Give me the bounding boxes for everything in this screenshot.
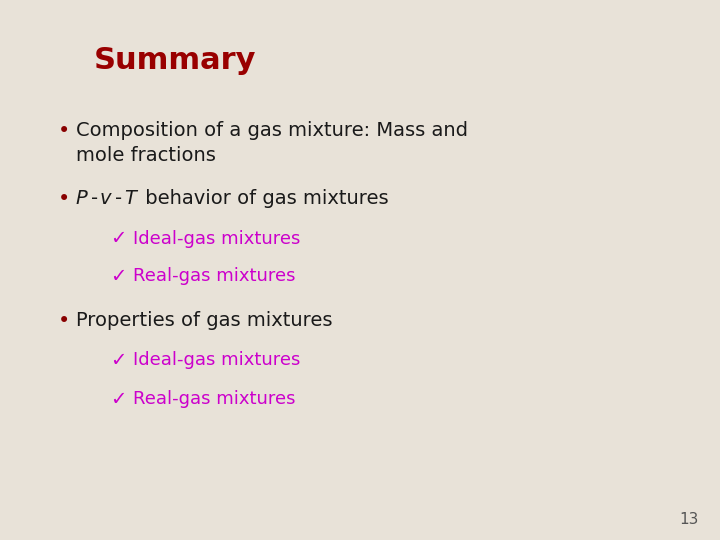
Text: •: • xyxy=(58,189,70,209)
Text: •: • xyxy=(58,122,70,141)
Text: -: - xyxy=(91,189,98,208)
Text: v: v xyxy=(100,189,112,208)
Text: ✓: ✓ xyxy=(109,351,126,370)
Text: Composition of a gas mixture: Mass and
mole fractions: Composition of a gas mixture: Mass and m… xyxy=(76,122,467,165)
Text: •: • xyxy=(58,310,70,330)
Text: T: T xyxy=(124,189,136,208)
Text: Summary: Summary xyxy=(94,46,256,75)
Text: Ideal-gas mixtures: Ideal-gas mixtures xyxy=(133,351,300,369)
Text: 13: 13 xyxy=(679,511,698,526)
Text: ✓: ✓ xyxy=(109,267,126,286)
Text: ✓: ✓ xyxy=(109,390,126,409)
Text: P: P xyxy=(76,189,87,208)
Text: behavior of gas mixtures: behavior of gas mixtures xyxy=(139,189,389,208)
Text: Real-gas mixtures: Real-gas mixtures xyxy=(133,390,296,408)
Text: Real-gas mixtures: Real-gas mixtures xyxy=(133,267,296,285)
Text: Properties of gas mixtures: Properties of gas mixtures xyxy=(76,310,332,329)
Text: ✓: ✓ xyxy=(109,230,126,248)
Text: -: - xyxy=(114,189,122,208)
Text: Ideal-gas mixtures: Ideal-gas mixtures xyxy=(133,230,300,247)
